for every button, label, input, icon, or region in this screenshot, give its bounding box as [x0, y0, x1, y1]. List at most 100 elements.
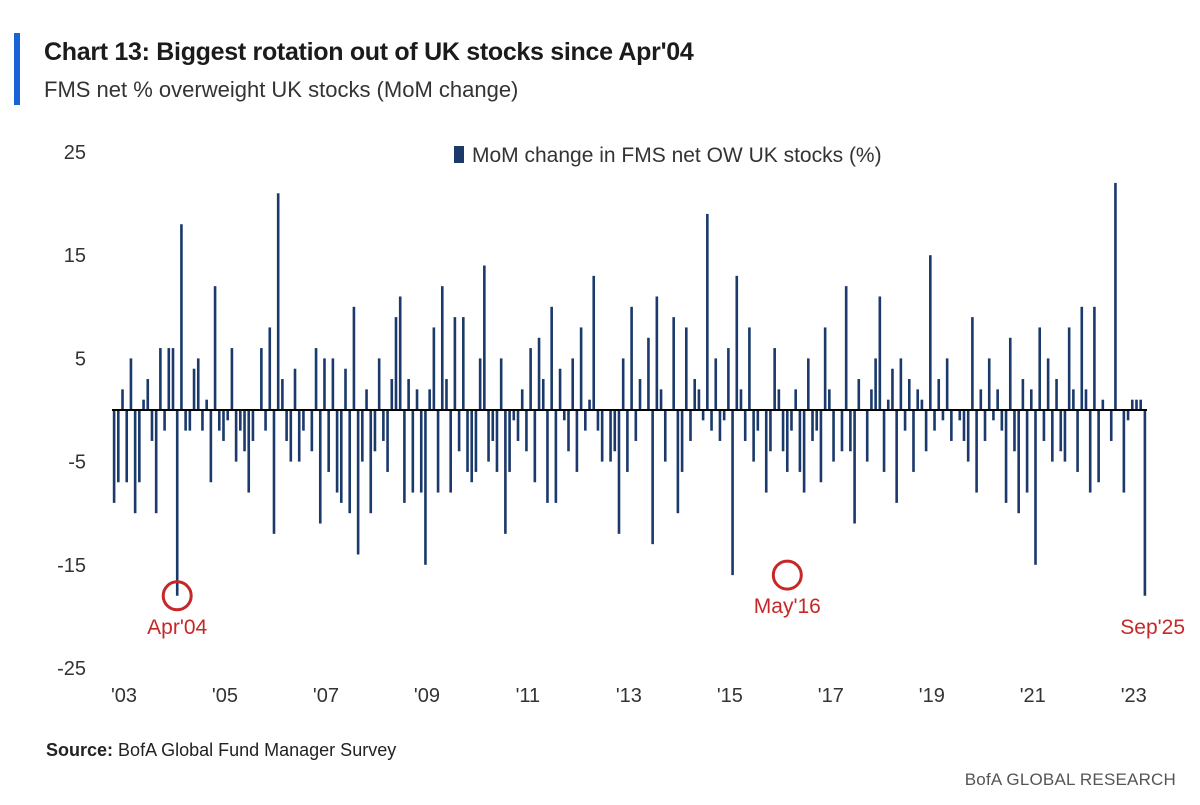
- bar: [617, 410, 621, 534]
- bar: [369, 410, 373, 514]
- bar: [844, 286, 848, 410]
- bar: [1017, 410, 1020, 514]
- source-label: Source:: [46, 740, 114, 760]
- x-tick-label: '11: [516, 685, 541, 707]
- bar: [1034, 410, 1037, 565]
- bar: [339, 410, 343, 503]
- bar: [537, 337, 541, 410]
- bar: [516, 410, 520, 441]
- bar: [718, 410, 722, 441]
- bar: [117, 410, 120, 483]
- bar: [764, 410, 768, 493]
- bar: [1139, 399, 1142, 410]
- bar: [407, 379, 410, 410]
- y-tick-label: 5: [75, 348, 86, 370]
- bar: [297, 410, 301, 462]
- bar: [562, 410, 566, 421]
- bar-series: [112, 182, 1147, 596]
- bar: [777, 389, 781, 410]
- bar: [234, 410, 238, 462]
- bar: [1046, 358, 1050, 410]
- bar: [352, 306, 356, 410]
- bar: [533, 410, 537, 483]
- bar: [621, 358, 625, 410]
- bar: [710, 410, 713, 431]
- bar: [1135, 399, 1138, 410]
- bar: [701, 410, 705, 421]
- bar: [600, 410, 604, 462]
- bar: [1076, 410, 1079, 472]
- bar: [979, 389, 983, 410]
- bar: [365, 389, 368, 410]
- bar: [756, 410, 760, 431]
- bar: [828, 389, 831, 410]
- bar: [916, 389, 920, 410]
- bar: [154, 410, 158, 514]
- bar: [1042, 410, 1046, 441]
- bar: [1013, 410, 1016, 452]
- bar: [613, 410, 617, 452]
- bar: [415, 389, 419, 410]
- bar: [575, 410, 579, 472]
- bar: [348, 410, 352, 514]
- bar: [260, 348, 263, 410]
- bar: [483, 265, 486, 410]
- bar: [243, 410, 246, 452]
- bar: [769, 410, 772, 452]
- bar: [428, 389, 431, 410]
- bar: [920, 399, 924, 410]
- bar: [205, 399, 208, 410]
- bar: [1122, 410, 1126, 493]
- bar: [794, 389, 797, 410]
- bar: [382, 410, 385, 441]
- bar: [655, 296, 659, 410]
- bar: [1059, 410, 1063, 452]
- bar: [689, 410, 692, 441]
- bar: [268, 327, 272, 410]
- bar: [853, 410, 856, 524]
- x-tick-label: '23: [1121, 685, 1147, 707]
- bar: [449, 410, 452, 493]
- source-note: Source: BofA Global Fund Manager Survey: [46, 740, 396, 761]
- bar: [171, 348, 175, 410]
- source-text: BofA Global Fund Manager Survey: [118, 740, 397, 760]
- x-axis-ticks: '03'05'07'09'11'13'15'17'19'21'23'25: [111, 685, 1147, 707]
- bar: [945, 358, 949, 410]
- bar: [706, 213, 709, 410]
- bar: [209, 410, 213, 483]
- bar: [983, 410, 987, 441]
- bar: [167, 348, 171, 410]
- y-tick-label: 25: [64, 142, 86, 164]
- bar: [462, 317, 465, 410]
- bar: [958, 410, 962, 421]
- bar: [785, 410, 789, 472]
- bar: [1084, 389, 1088, 410]
- bar: [163, 410, 166, 431]
- bar: [659, 389, 663, 410]
- x-tick-label: '03: [111, 685, 137, 707]
- bar: [390, 379, 394, 410]
- bar: [966, 410, 970, 462]
- bar: [554, 410, 558, 503]
- bar: [180, 224, 183, 410]
- bar: [213, 286, 217, 410]
- bar: [512, 410, 516, 421]
- bar: [474, 410, 478, 472]
- bar: [1126, 410, 1130, 421]
- bar: [870, 389, 873, 410]
- bar: [680, 410, 684, 472]
- bar: [558, 368, 562, 410]
- bar: [121, 389, 124, 410]
- bar: [285, 410, 288, 441]
- bar: [192, 368, 196, 410]
- bar: [874, 358, 877, 410]
- bar: [184, 410, 187, 431]
- bar: [987, 358, 991, 410]
- bar: [676, 410, 680, 514]
- legend-label: MoM change in FMS net OW UK stocks (%): [472, 144, 882, 167]
- bar: [697, 389, 701, 410]
- bar: [752, 410, 755, 462]
- bar: [281, 379, 284, 410]
- x-tick-label: '13: [616, 685, 642, 707]
